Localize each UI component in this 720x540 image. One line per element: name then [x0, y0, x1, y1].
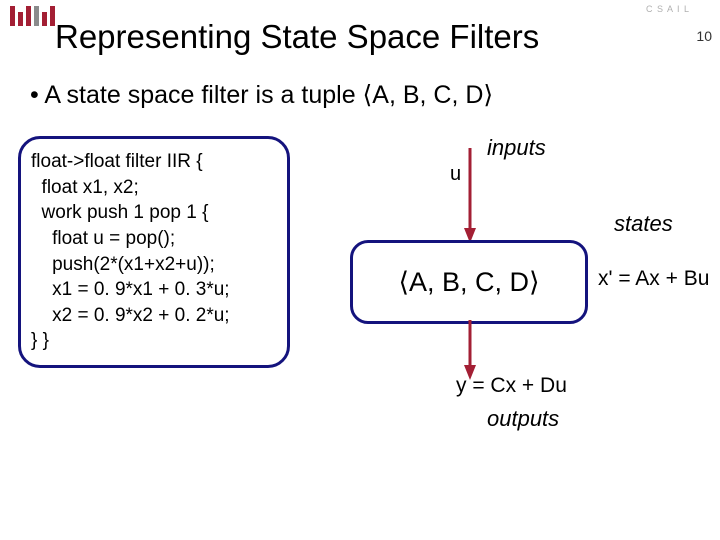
code-line: } }: [31, 328, 277, 354]
code-line: float u = pop();: [31, 226, 277, 252]
u-label: u: [450, 163, 461, 186]
arrow-down-icon: [463, 320, 477, 380]
outputs-label: outputs: [487, 406, 559, 432]
bullet-text: • A state space filter is a tuple ⟨A, B,…: [30, 80, 493, 110]
code-line: x2 = 0. 9*x2 + 0. 2*u;: [31, 303, 277, 329]
slide-title: Representing State Space Filters: [55, 18, 539, 56]
mit-logo: [10, 6, 55, 26]
csail-logo: C S A I L: [646, 4, 690, 14]
code-line: float x1, x2;: [31, 175, 277, 201]
code-line: float->float filter IIR {: [31, 149, 277, 175]
code-line: x1 = 0. 9*x1 + 0. 3*u;: [31, 277, 277, 303]
inputs-label: inputs: [487, 135, 546, 161]
code-line: work push 1 pop 1 {: [31, 200, 277, 226]
code-line: push(2*(x1+x2+u));: [31, 252, 277, 278]
system-label: ⟨A, B, C, D⟩: [398, 267, 539, 298]
state-equation: x' = Ax + Bu: [598, 267, 709, 291]
arrow-down-icon: [463, 148, 477, 243]
page-number: 10: [696, 28, 712, 44]
code-box: float->float filter IIR { float x1, x2; …: [18, 136, 290, 368]
system-box: ⟨A, B, C, D⟩: [350, 240, 588, 324]
output-equation: y = Cx + Du: [456, 374, 567, 398]
states-label: states: [614, 211, 673, 237]
